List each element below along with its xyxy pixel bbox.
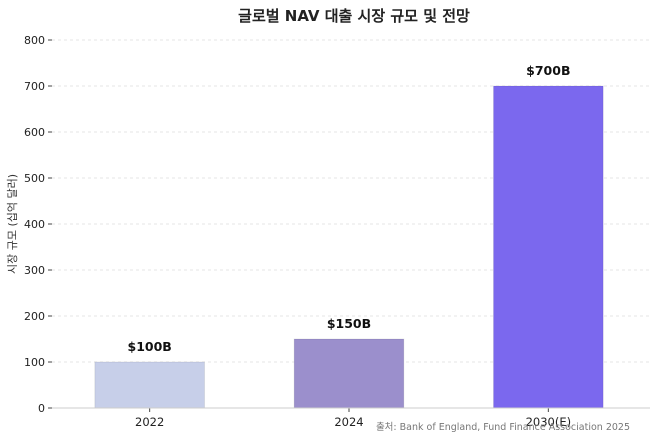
chart-title: 글로벌 NAV 대출 시장 규모 및 전망	[238, 7, 470, 25]
bar-value-label: $100B	[128, 339, 172, 354]
y-tick-label: 500	[24, 172, 45, 185]
bar	[94, 361, 205, 409]
x-tick-label: 2030(E)	[526, 415, 572, 429]
data-labels: $100B $150B $700B	[128, 63, 571, 354]
y-tick-label: 600	[24, 126, 45, 139]
y-tick-label: 0	[38, 402, 45, 415]
y-tick-label: 400	[24, 218, 45, 231]
bar	[493, 85, 604, 409]
y-tick-label: 100	[24, 356, 45, 369]
y-tick-label: 800	[24, 34, 45, 47]
y-axis-ticks: 0 100 200 300 400 500 600 700 800	[24, 34, 52, 415]
bars	[94, 85, 604, 409]
y-tick-label: 700	[24, 80, 45, 93]
x-tick-label: 2022	[135, 415, 164, 429]
y-tick-label: 200	[24, 310, 45, 323]
source-note: 출처: Bank of England, Fund Finance Associ…	[376, 421, 630, 433]
y-tick-label: 300	[24, 264, 45, 277]
y-axis-label: 시장 규모 (십억 달러)	[6, 174, 19, 274]
x-tick-label: 2024	[334, 415, 363, 429]
bar	[293, 338, 405, 409]
bar-value-label: $700B	[526, 63, 570, 78]
bar-value-label: $150B	[327, 316, 371, 331]
x-axis-ticks: 2022 2024 2030(E)	[135, 408, 571, 429]
